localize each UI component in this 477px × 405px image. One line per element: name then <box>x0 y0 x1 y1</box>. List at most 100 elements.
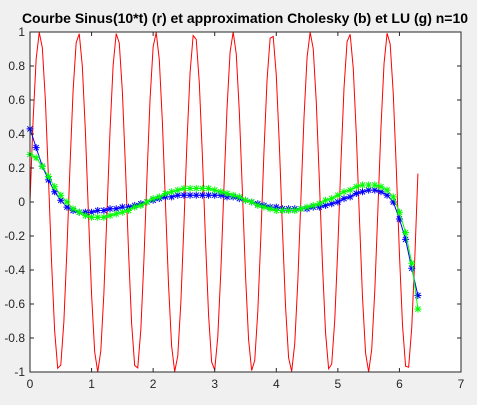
series-2-marker <box>119 209 126 216</box>
series-2-marker <box>63 199 70 206</box>
series-2-marker <box>402 229 409 236</box>
series-1-marker <box>199 192 206 199</box>
series-1-marker <box>193 192 200 199</box>
series-2-marker <box>100 214 107 221</box>
series-1-marker <box>33 144 40 151</box>
x-tick-label: 2 <box>150 377 157 391</box>
series-2-marker <box>150 195 157 202</box>
series-2-marker <box>107 212 114 219</box>
series-1-marker <box>334 199 341 206</box>
series-2-marker <box>168 188 175 195</box>
y-tick-label: -0.8 <box>4 331 25 345</box>
x-tick-label: 0 <box>27 377 34 391</box>
series-1-marker <box>353 190 360 197</box>
series-2-marker <box>279 207 286 214</box>
series-2-marker <box>341 188 348 195</box>
y-tick-label: 0.8 <box>8 59 25 73</box>
series-2-marker <box>236 193 243 200</box>
chart-title: Courbe Sinus(10*t) (r) et approximation … <box>22 10 468 26</box>
y-tick-label: -0.4 <box>4 263 25 277</box>
series-1-marker <box>205 192 212 199</box>
series-2-marker <box>347 187 354 194</box>
series-2-marker <box>390 193 397 200</box>
series-1-marker <box>180 192 187 199</box>
y-tick-label: 0 <box>18 195 25 209</box>
series-2-marker <box>304 204 311 211</box>
series-2-marker <box>334 192 341 199</box>
y-tick-label: 0.6 <box>8 93 25 107</box>
series-2-marker <box>408 260 415 267</box>
x-tick-label: 6 <box>396 377 403 391</box>
series-2-marker <box>224 190 231 197</box>
series-1-marker <box>100 207 107 214</box>
series-2-marker <box>205 185 212 192</box>
series-2-marker <box>162 190 169 197</box>
series-2-marker <box>125 207 132 214</box>
series-2-marker <box>260 204 267 211</box>
series-2-marker <box>193 185 200 192</box>
y-tick-label: 1 <box>18 25 25 39</box>
series-1-marker <box>347 193 354 200</box>
series-2-marker <box>285 207 292 214</box>
series-2-marker <box>131 204 138 211</box>
y-tick-label: -1 <box>14 365 25 379</box>
series-2-marker <box>365 182 372 189</box>
y-tick-label: 0.4 <box>8 127 25 141</box>
series-2-marker <box>156 193 163 200</box>
series-2-marker <box>88 214 95 221</box>
series-2-marker <box>254 202 261 209</box>
y-tick-label: -0.6 <box>4 297 25 311</box>
series-2-marker <box>377 183 384 190</box>
series-2-marker <box>371 182 378 189</box>
series-2-marker <box>143 199 150 206</box>
series-2-marker <box>267 205 274 212</box>
series-2-marker <box>359 182 366 189</box>
series-2-marker <box>94 214 101 221</box>
series-2-marker <box>187 185 194 192</box>
series-2-marker <box>39 163 46 170</box>
series-2-marker <box>217 188 224 195</box>
series-2-marker <box>82 212 89 219</box>
series-2-marker <box>174 187 181 194</box>
series-2-marker <box>33 154 40 161</box>
series-2-marker <box>76 209 83 216</box>
series-2-marker <box>322 197 329 204</box>
y-tick-label: 0.2 <box>8 161 25 175</box>
series-1-marker <box>402 236 409 243</box>
series-2-marker <box>328 195 335 202</box>
x-tick-label: 5 <box>335 377 342 391</box>
series-2-marker <box>199 185 206 192</box>
series-2-marker <box>45 173 52 180</box>
series-2-marker <box>70 205 77 212</box>
series-2-marker <box>211 187 218 194</box>
series-2-marker <box>273 207 280 214</box>
series-1-marker <box>107 205 114 212</box>
series-2-marker <box>384 187 391 194</box>
series-1-marker <box>359 188 366 195</box>
series-1-marker <box>341 195 348 202</box>
series-2-marker <box>230 192 237 199</box>
series-2-marker <box>242 197 249 204</box>
series-2-marker <box>113 210 120 217</box>
series-2-marker <box>310 202 317 209</box>
series-2-marker <box>248 199 255 206</box>
series-1-marker <box>94 207 101 214</box>
series-1-marker <box>187 192 194 199</box>
y-tick-label: -0.2 <box>4 229 25 243</box>
series-2-marker <box>353 183 360 190</box>
series-2-marker <box>51 183 58 190</box>
series-2-marker <box>57 192 64 199</box>
x-tick-label: 4 <box>273 377 280 391</box>
series-2-marker <box>291 207 298 214</box>
series-2-marker <box>297 205 304 212</box>
series-2-marker <box>180 185 187 192</box>
series-2-marker <box>414 306 421 313</box>
series-2-marker <box>137 202 144 209</box>
x-tick-label: 1 <box>88 377 95 391</box>
x-tick-label: 7 <box>458 377 465 391</box>
x-tick-label: 3 <box>211 377 218 391</box>
series-2-marker <box>396 209 403 216</box>
series-2-marker <box>316 200 323 207</box>
